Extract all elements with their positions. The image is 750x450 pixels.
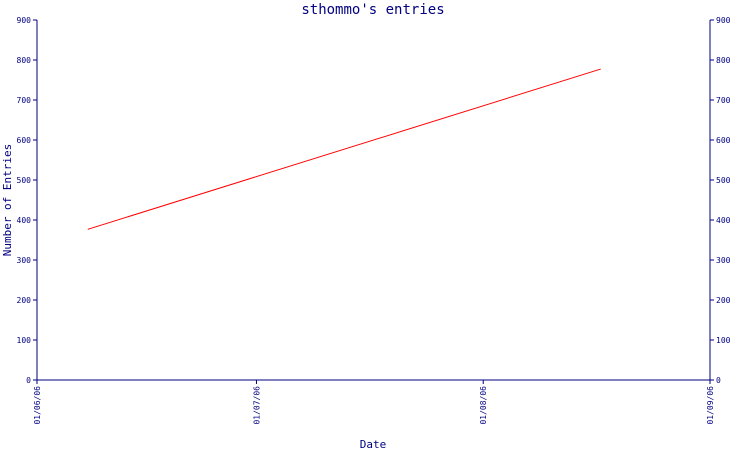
plot-area: 0 0 100 100 200 200 300 300 400 400 500 500 600 600 70… bbox=[17, 16, 731, 425]
x-axis-label: Date bbox=[360, 438, 387, 450]
y-tick-label-right: 900 bbox=[716, 16, 731, 25]
y-tick-label-left: 900 bbox=[17, 16, 32, 25]
y-tick-label-left: 600 bbox=[17, 136, 32, 145]
y-tick-label-right: 400 bbox=[716, 216, 731, 225]
chart-title: sthommo's entries bbox=[301, 2, 444, 18]
y-tick-label-left: 400 bbox=[17, 216, 32, 225]
y-tick-label-right: 800 bbox=[716, 56, 731, 65]
x-tick-label: 01/07/06 bbox=[252, 386, 261, 425]
y-tick-label-left: 300 bbox=[17, 256, 32, 265]
y-tick-label-right: 700 bbox=[716, 96, 731, 105]
entries-series-line bbox=[88, 68, 601, 230]
y-tick-label-left: 700 bbox=[17, 96, 32, 105]
y-axis-label: Number of Entries bbox=[1, 144, 14, 257]
x-tick-label: 01/08/06 bbox=[479, 386, 488, 425]
y-tick-label-right: 200 bbox=[716, 296, 731, 305]
y-tick-label-left: 800 bbox=[17, 56, 32, 65]
entries-data-point bbox=[599, 68, 601, 70]
entries-data-point bbox=[87, 228, 89, 230]
y-tick-label-left: 200 bbox=[17, 296, 32, 305]
x-tick-label: 01/06/06 bbox=[33, 386, 42, 425]
x-tick-label: 01/09/06 bbox=[706, 386, 715, 425]
y-tick-label-left: 500 bbox=[17, 176, 32, 185]
y-tick-label-right: 0 bbox=[716, 376, 721, 385]
y-tick-label-left: 100 bbox=[17, 336, 32, 345]
y-tick-label-right: 300 bbox=[716, 256, 731, 265]
y-tick-label-right: 500 bbox=[716, 176, 731, 185]
y-tick-label-left: 0 bbox=[26, 376, 31, 385]
y-tick-label-right: 100 bbox=[716, 336, 731, 345]
y-tick-label-right: 600 bbox=[716, 136, 731, 145]
